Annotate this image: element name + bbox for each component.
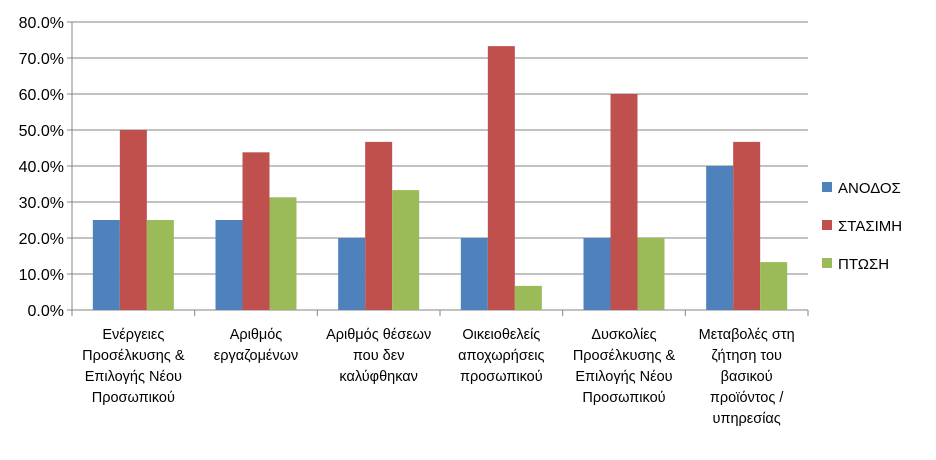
legend-swatch bbox=[822, 258, 832, 268]
x-category-label: Οικειοθελείς αποχωρήσεις προσωπικού bbox=[458, 327, 544, 385]
y-tick-label: 50.0% bbox=[19, 123, 64, 140]
x-category-label: Αριθμός θέσεων που δεν καλύφθηκαν bbox=[326, 327, 431, 385]
y-tick-label: 80.0% bbox=[19, 15, 64, 32]
y-tick-label: 20.0% bbox=[19, 231, 64, 248]
bar-2-2 bbox=[242, 152, 270, 310]
bar-2-1 bbox=[119, 130, 147, 310]
bar-1-2 bbox=[215, 220, 243, 310]
y-tick-label: 60.0% bbox=[19, 87, 64, 104]
bar-2-3 bbox=[365, 141, 393, 310]
bar-2-4 bbox=[487, 46, 515, 311]
bar-1-3 bbox=[338, 238, 366, 310]
bar-1-6 bbox=[706, 166, 734, 310]
x-category-label: Μεταβολές στη ζήτηση του βασικού προϊόντος … bbox=[699, 327, 795, 427]
bar-1-4 bbox=[460, 238, 488, 310]
bar-3-5 bbox=[637, 238, 665, 310]
bar-2-5 bbox=[610, 94, 638, 310]
bar-3-2 bbox=[269, 197, 297, 310]
y-tick-label: 30.0% bbox=[19, 195, 64, 212]
bar-3-4 bbox=[514, 285, 542, 310]
bar-2-6 bbox=[733, 141, 761, 310]
legend-swatch bbox=[822, 182, 832, 192]
bar-1-1 bbox=[92, 220, 120, 310]
legend-label: ΠΤΩΣΗ bbox=[838, 256, 889, 273]
y-tick-label: 70.0% bbox=[19, 51, 64, 68]
bar-3-1 bbox=[146, 220, 174, 310]
y-tick-label: 10.0% bbox=[19, 267, 64, 284]
legend-label: ΣΤΑΣΙΜΗ bbox=[838, 218, 902, 235]
bar-3-3 bbox=[392, 190, 420, 310]
x-category-label: Αριθμός εργαζομένων bbox=[214, 327, 298, 364]
x-category-label: Δυσκολίες Προσέλκυσης & Επιλογής Νέου Προσω… bbox=[573, 327, 676, 406]
legend-label: ΑΝΟΔΟΣ bbox=[838, 180, 901, 197]
bar-1-5 bbox=[583, 238, 611, 310]
bar-3-6 bbox=[760, 262, 788, 310]
legend-swatch bbox=[822, 220, 832, 230]
y-tick-label: 0.0% bbox=[28, 303, 64, 320]
x-category-label: Ενέργειες Προσέλκυσης & Επιλογής Νέου Προσω… bbox=[82, 327, 185, 406]
y-tick-label: 40.0% bbox=[19, 159, 64, 176]
